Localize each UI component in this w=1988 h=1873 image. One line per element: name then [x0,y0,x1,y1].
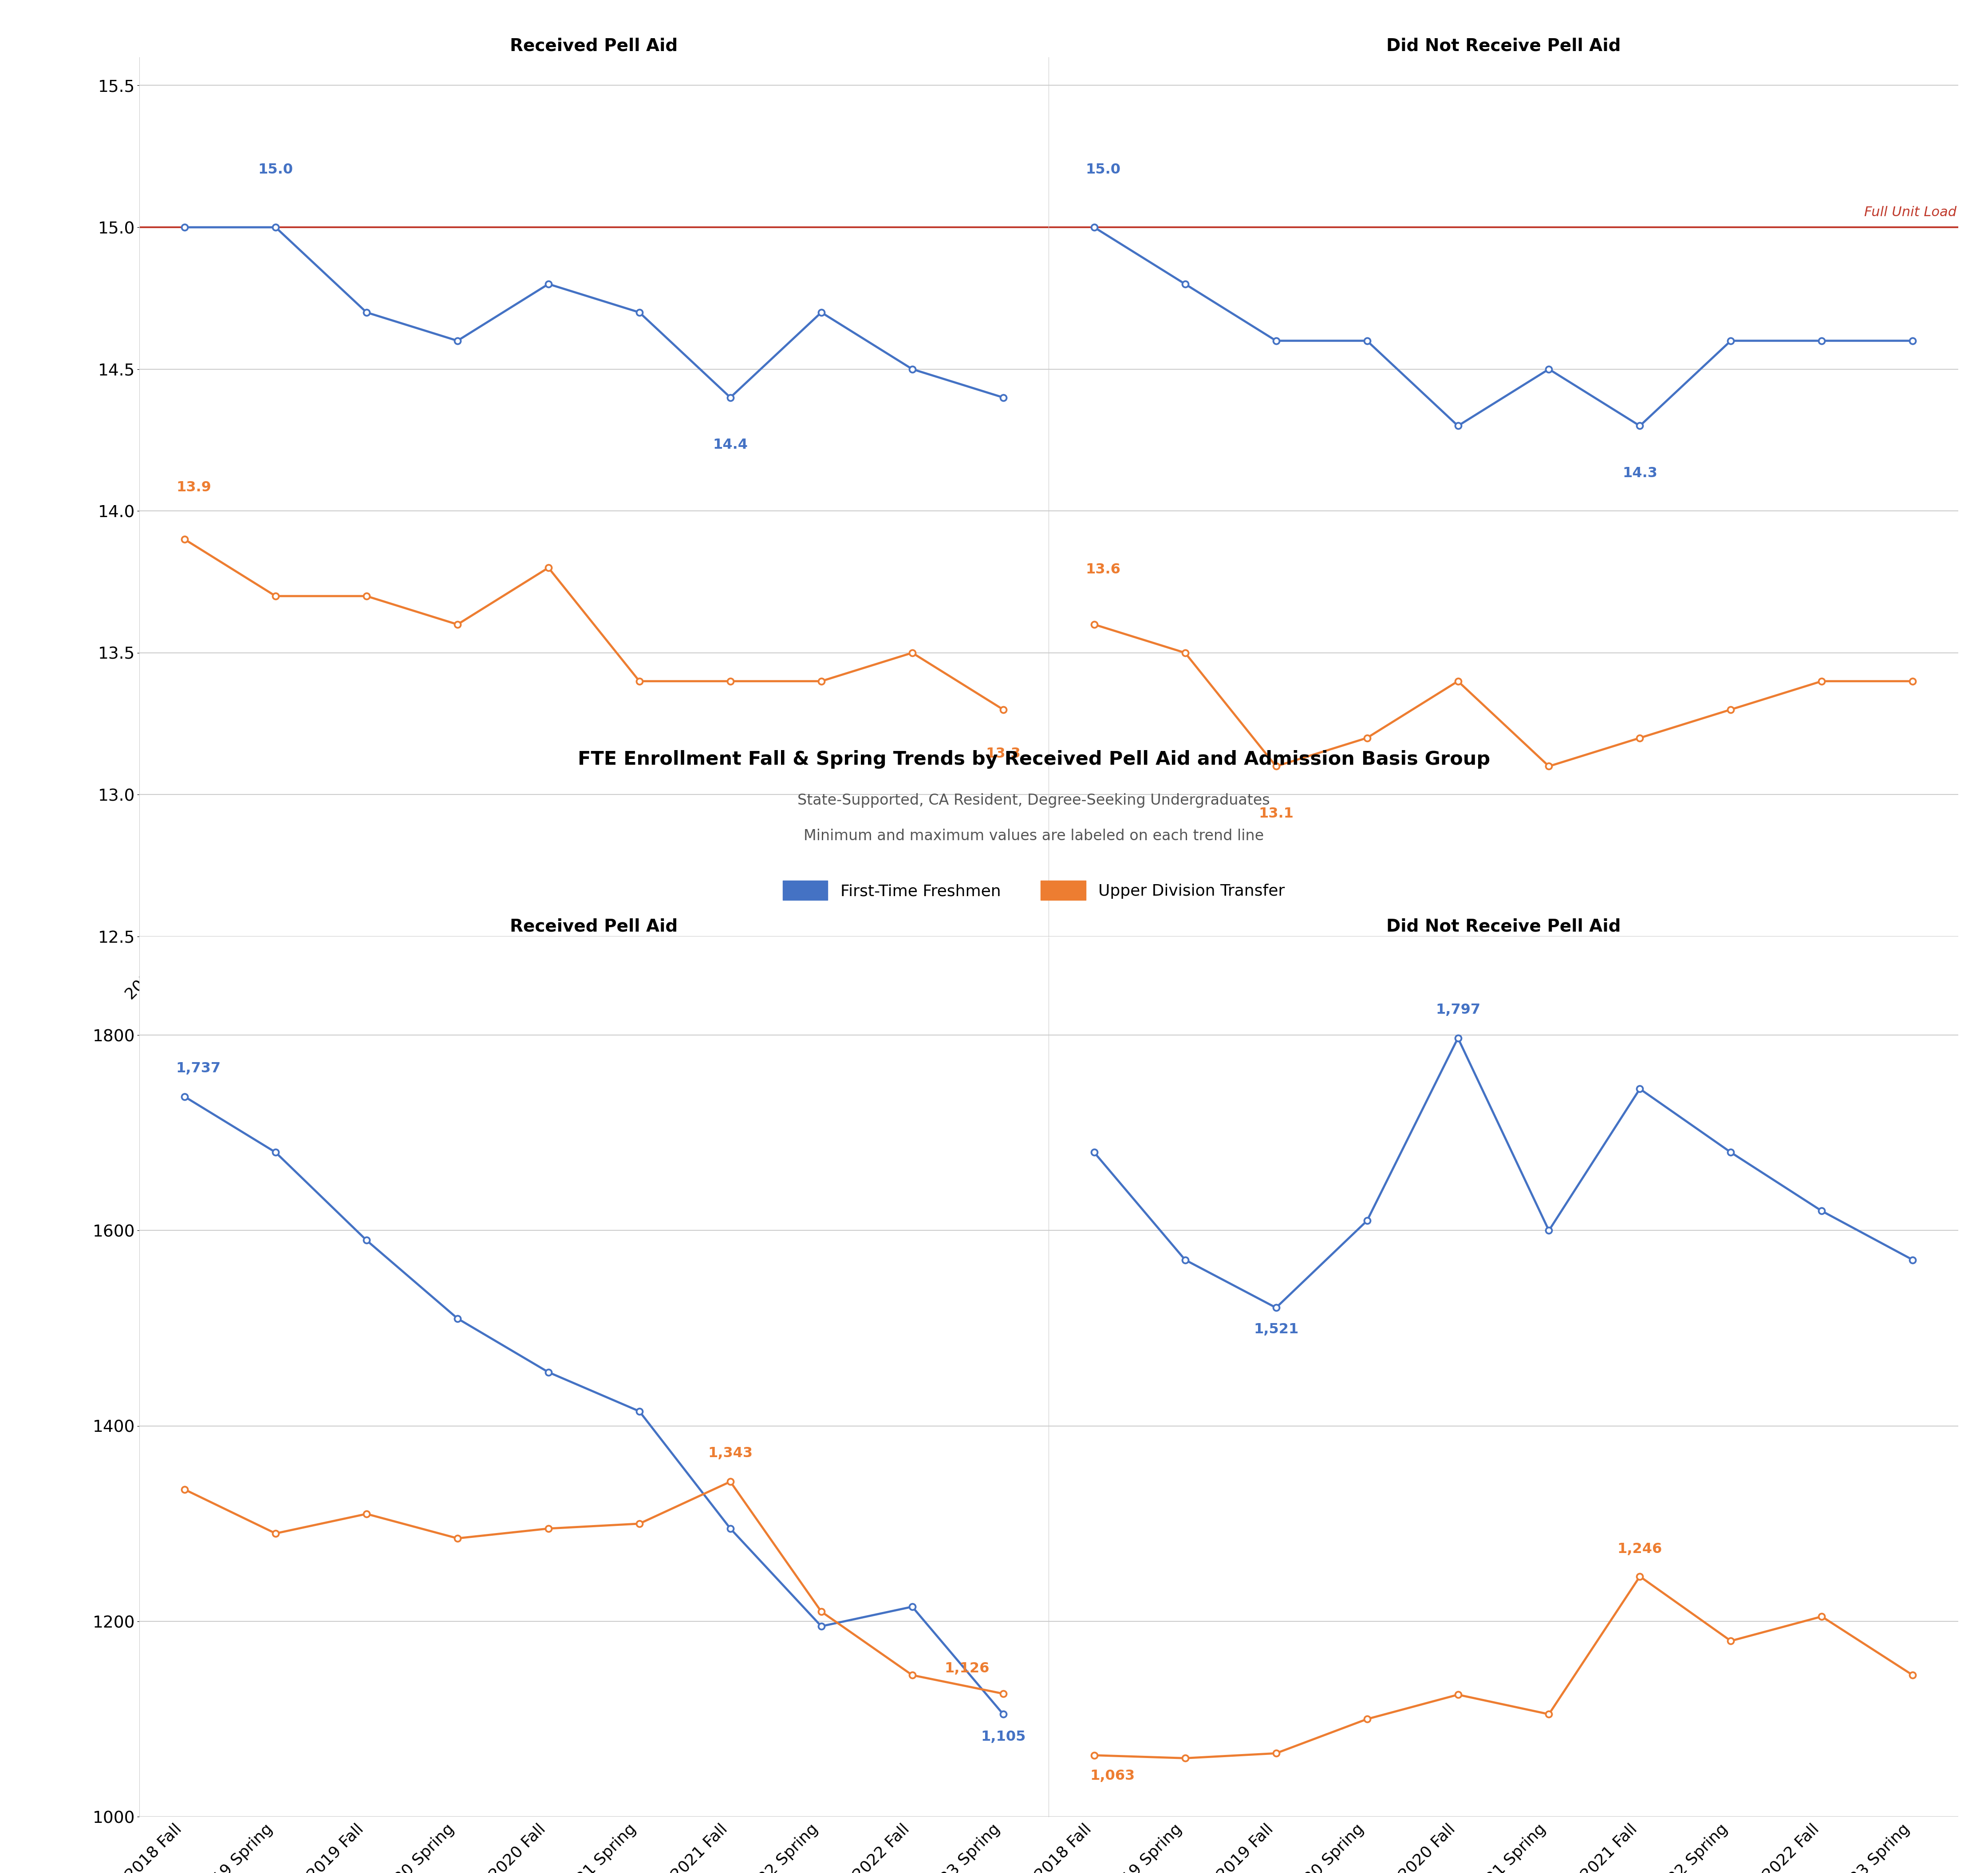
Text: 1,246: 1,246 [1618,1541,1662,1556]
Text: 1,737: 1,737 [175,1062,221,1075]
Title: Did Not Receive Pell Aid: Did Not Receive Pell Aid [1386,918,1620,935]
Text: 1,797: 1,797 [1435,1002,1481,1017]
Text: Minimum and maximum values are labeled on each trend line: Minimum and maximum values are labeled o… [803,828,1264,843]
Text: 1,063: 1,063 [1089,1768,1135,1783]
Title: Received Pell Aid: Received Pell Aid [511,918,678,935]
Text: 1,126: 1,126 [944,1661,990,1674]
Text: 13.6: 13.6 [1085,562,1121,577]
Text: FTE Enrollment Fall & Spring Trends by Received Pell Aid and Admission Basis Gro: FTE Enrollment Fall & Spring Trends by R… [579,749,1489,768]
Text: 15.0: 15.0 [1085,163,1121,176]
Text: 14.3: 14.3 [1622,466,1658,479]
Text: 13.1: 13.1 [1258,807,1294,820]
Text: 1,105: 1,105 [980,1731,1026,1744]
Text: 14.4: 14.4 [714,438,747,451]
Text: 13.3: 13.3 [986,747,1020,760]
Text: 15.0: 15.0 [258,163,292,176]
Legend: First-Time Freshmen, Upper Division Transfer: First-Time Freshmen, Upper Division Tran… [775,875,1292,907]
Title: Did Not Receive Pell Aid: Did Not Receive Pell Aid [1386,37,1620,54]
Text: 13.9: 13.9 [177,481,211,494]
Text: State-Supported, CA Resident, Degree-Seeking Undergraduates: State-Supported, CA Resident, Degree-See… [797,792,1270,807]
Text: 1,343: 1,343 [708,1446,753,1461]
Text: 1,521: 1,521 [1254,1322,1298,1335]
Title: Received Pell Aid: Received Pell Aid [511,37,678,54]
Text: Full Unit Load: Full Unit Load [1865,206,1956,219]
